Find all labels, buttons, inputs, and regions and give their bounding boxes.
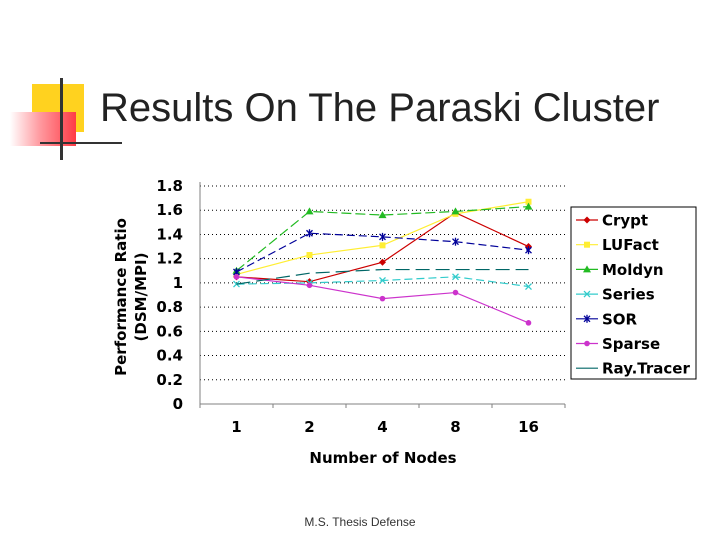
data-point xyxy=(583,265,591,273)
slide-title: Results On The Paraski Cluster xyxy=(100,86,660,130)
data-point xyxy=(583,314,591,323)
legend-item: SOR xyxy=(576,310,638,328)
data-point xyxy=(306,252,313,259)
legend-item: Ray.Tracer xyxy=(576,360,690,378)
data-point xyxy=(451,207,460,215)
data-point xyxy=(583,290,591,298)
legend-label: SOR xyxy=(602,310,638,328)
y-tick-label: 1.8 xyxy=(156,177,183,195)
y-axis-subtitle: (DSM/MPI) xyxy=(132,253,150,342)
data-point-stroke xyxy=(583,290,591,298)
series-sparse xyxy=(233,274,532,326)
data-point xyxy=(584,340,590,347)
data-point xyxy=(379,295,386,302)
data-point-stroke xyxy=(379,277,386,284)
data-point xyxy=(379,242,386,249)
series-line xyxy=(236,268,529,285)
series-sor xyxy=(233,229,532,276)
y-axis-title: Performance Ratio xyxy=(112,218,130,376)
legend-label: LUFact xyxy=(602,236,659,254)
y-tick-label: 0.6 xyxy=(156,322,183,340)
data-point xyxy=(233,274,240,280)
data-point xyxy=(379,258,386,266)
legend-item: Series xyxy=(576,286,655,304)
decor-vertical-line xyxy=(60,78,63,160)
data-point xyxy=(525,198,532,205)
x-tick-label: 8 xyxy=(450,418,460,436)
legend: Crypt LUFact Moldyn Series SOR Sparse Ray.Trac… xyxy=(570,206,697,380)
data-point xyxy=(452,237,459,246)
legend-label: Ray.Tracer xyxy=(602,360,690,378)
data-point xyxy=(379,232,386,241)
legend-item: Crypt xyxy=(576,212,648,230)
tick-labels: 1.8 1.6 1.4 1.2 1 0.8 0.6 0.4 0.2 0 1 2 4 8 16 Number o… xyxy=(112,177,539,467)
legend-label: Series xyxy=(602,286,655,304)
y-tick-label: 0.4 xyxy=(156,347,183,365)
y-tick-label: 0.8 xyxy=(156,298,183,316)
legend-label: Moldyn xyxy=(602,261,664,279)
data-point-stroke xyxy=(525,283,532,290)
legend-label: Sparse xyxy=(602,335,660,353)
data-point xyxy=(378,211,387,219)
footer-text: M.S. Thesis Defense xyxy=(304,515,416,529)
data-point xyxy=(525,283,532,290)
legend-item: Sparse xyxy=(576,335,660,353)
legend-box xyxy=(570,206,697,380)
data-point xyxy=(306,282,313,289)
series-moldyn xyxy=(232,202,533,274)
series-line xyxy=(236,205,529,272)
y-tick-label: 0 xyxy=(173,395,183,413)
data-point xyxy=(306,229,313,238)
data-point xyxy=(452,289,459,296)
data-point xyxy=(305,207,314,215)
decor-red-gradient-bar xyxy=(10,112,76,146)
data-point xyxy=(584,241,590,248)
x-axis-title: Number of Nodes xyxy=(309,449,456,467)
axes xyxy=(199,182,566,408)
y-tick-label: 1.4 xyxy=(156,225,183,243)
series-line xyxy=(236,232,529,273)
y-tick-label: 0.2 xyxy=(156,371,183,389)
data-point-stroke xyxy=(452,273,459,281)
y-tick-label: 1.6 xyxy=(156,201,183,219)
series-ray-tracer xyxy=(236,268,529,285)
data-point xyxy=(525,246,532,255)
x-tick-label: 4 xyxy=(377,418,387,436)
data-point xyxy=(524,202,533,210)
legend-item: LUFact xyxy=(576,236,659,254)
legend-item: Moldyn xyxy=(576,261,664,279)
x-tick-label: 1 xyxy=(231,418,241,436)
data-point xyxy=(379,277,386,284)
y-tick-label: 1.2 xyxy=(156,250,183,268)
series-group xyxy=(232,198,533,326)
legend-label: Crypt xyxy=(602,212,648,230)
decor-horizontal-line xyxy=(40,142,122,144)
y-tick-label: 1 xyxy=(173,274,183,292)
data-point xyxy=(525,320,532,326)
data-point xyxy=(583,216,591,224)
x-tick-label: 2 xyxy=(304,418,314,436)
x-tick-label: 16 xyxy=(518,418,539,436)
data-point xyxy=(452,273,459,281)
